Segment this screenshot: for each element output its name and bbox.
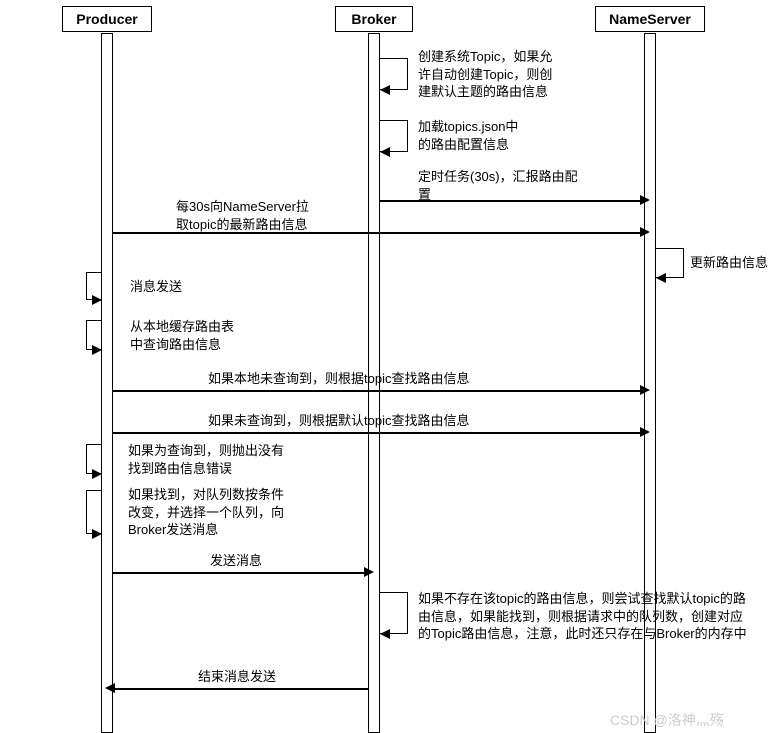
self-msg-select-queue	[86, 490, 101, 534]
msg-broker-check: 如果不存在该topic的路由信息，则尝试查找默认topic的路 由信息，如果能找…	[418, 590, 747, 643]
arrow-head	[364, 567, 374, 577]
arrow-head	[656, 273, 666, 283]
self-msg-broker-check	[380, 592, 408, 634]
participant-label: Broker	[351, 11, 396, 27]
arrow-head	[380, 85, 390, 95]
arrow-end-send	[113, 688, 368, 690]
arrow-head	[380, 629, 390, 639]
arrow-head	[640, 385, 650, 395]
msg-periodic-report: 定时任务(30s)，汇报路由配 置	[418, 168, 578, 203]
msg-throw-err: 如果为查询到，则抛出没有 找到路由信息错误	[128, 442, 284, 477]
arrow-head	[92, 529, 102, 539]
arrow-head	[380, 147, 390, 157]
watermark: CSDN @洛神灬殇	[610, 710, 724, 730]
msg-send: 消息发送	[130, 278, 182, 296]
arrow-send-broker	[113, 572, 368, 574]
msg-load-json: 加载topics.json中 的路由配置信息	[418, 118, 518, 153]
arrow-lookup-topic	[113, 390, 644, 392]
arrow-head	[105, 683, 115, 693]
participant-label: NameServer	[609, 11, 691, 27]
msg-send-broker: 发送消息	[210, 552, 262, 570]
participant-label: Producer	[76, 11, 137, 27]
msg-lookup-default: 如果未查询到，则根据默认topic查找路由信息	[208, 412, 469, 430]
msg-end-send: 结束消息发送	[198, 668, 276, 686]
arrow-head	[640, 195, 650, 205]
activation-producer	[101, 33, 113, 733]
arrow-head	[640, 427, 650, 437]
msg-lookup-cache: 从本地缓存路由表 中查询路由信息	[130, 318, 234, 353]
msg-create-topic: 创建系统Topic，如果允 许自动创建Topic，则创 建默认主题的路由信息	[418, 48, 552, 101]
msg-select-queue: 如果找到，对队列数按条件 改变，并选择一个队列，向 Broker发送消息	[128, 486, 284, 539]
arrow-lookup-default	[113, 432, 644, 434]
arrow-head	[92, 345, 102, 355]
msg-update-route: 更新路由信息	[690, 254, 768, 272]
participant-producer: Producer	[62, 6, 152, 32]
msg-pull-route: 每30s向NameServer拉 取topic的最新路由信息	[176, 198, 309, 233]
msg-lookup-topic: 如果本地未查询到，则根据topic查找路由信息	[208, 370, 469, 388]
arrow-head	[92, 469, 102, 479]
participant-broker: Broker	[335, 6, 413, 32]
arrow-head	[92, 295, 102, 305]
arrow-head	[640, 227, 650, 237]
participant-nameserver: NameServer	[595, 6, 705, 32]
